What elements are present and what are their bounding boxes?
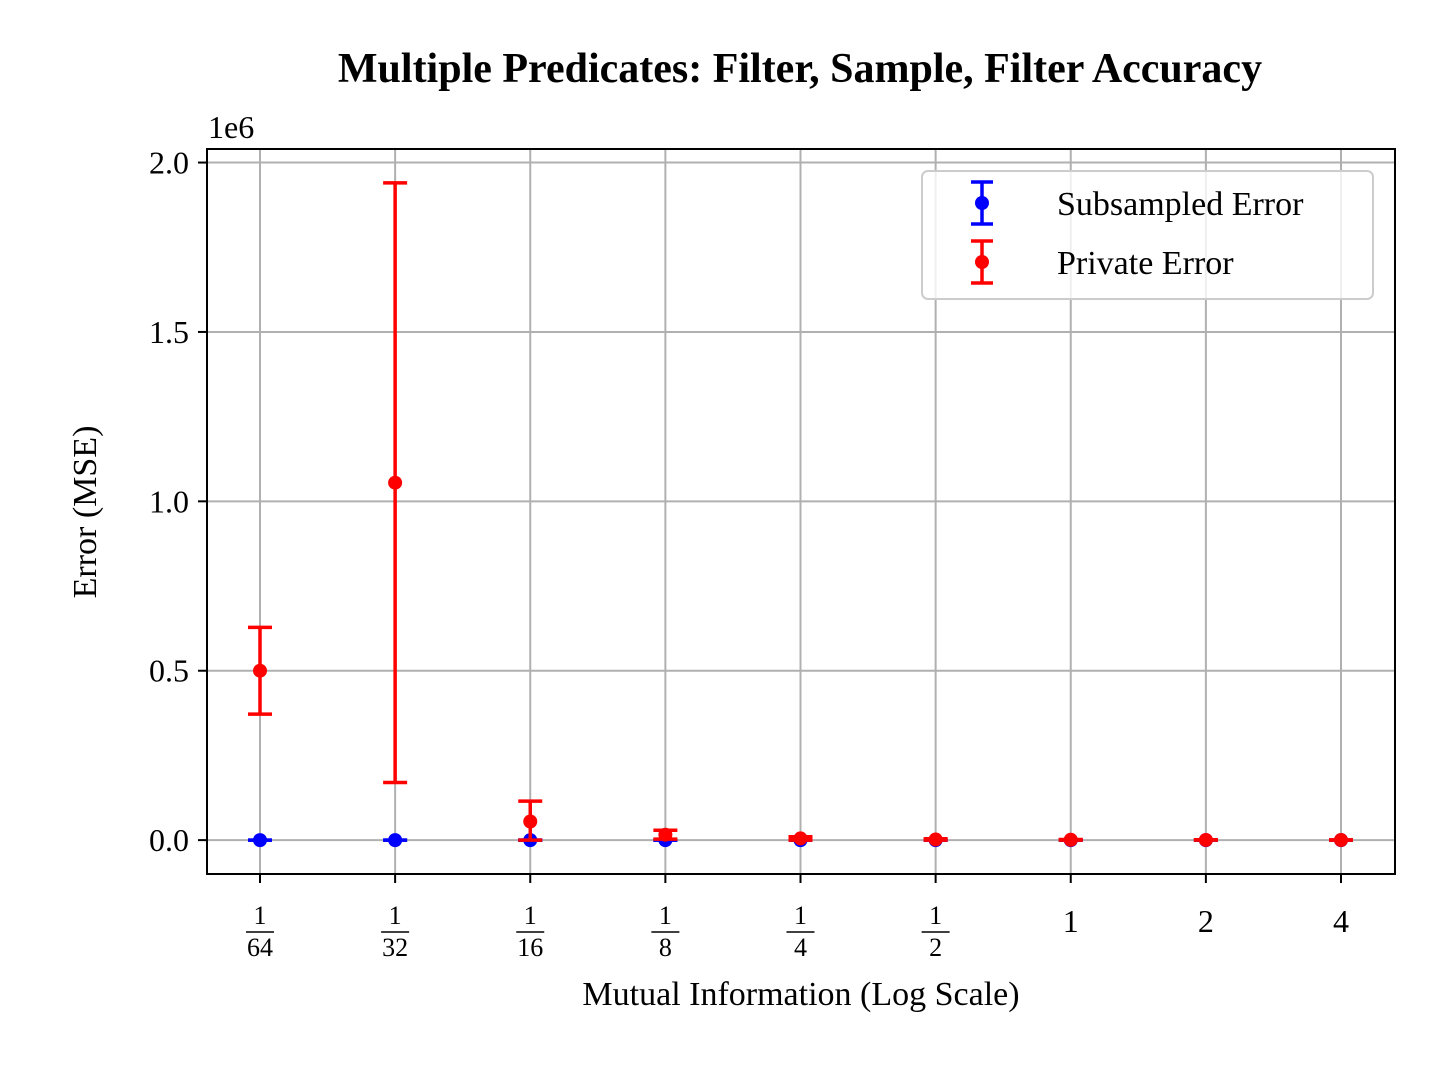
x-tick-label-denominator: 8 bbox=[659, 933, 672, 962]
x-tick-label: 2 bbox=[1198, 903, 1214, 939]
x-tick-label-denominator: 32 bbox=[382, 933, 408, 962]
x-tick-label-numerator: 1 bbox=[659, 901, 672, 930]
y-tick-label: 2.0 bbox=[149, 145, 189, 181]
x-tick-label-numerator: 1 bbox=[254, 901, 267, 930]
legend-marker bbox=[975, 255, 989, 269]
y-tick-label: 1.5 bbox=[149, 314, 189, 350]
legend-box bbox=[921, 170, 1374, 300]
legend-entry: Subsampled Error bbox=[971, 180, 1304, 226]
chart-title: Multiple Predicates: Filter, Sample, Fil… bbox=[338, 46, 1262, 92]
x-tick-label: 1 bbox=[1063, 903, 1079, 939]
legend-entry: Private Error bbox=[971, 239, 1234, 285]
legend-label: Private Error bbox=[1057, 245, 1234, 282]
x-tick-label-denominator: 2 bbox=[929, 933, 942, 962]
y-offset-label: 1e6 bbox=[208, 109, 254, 145]
legend: Subsampled Error Private Error bbox=[921, 170, 1374, 300]
legend-marker bbox=[975, 196, 989, 210]
data-point bbox=[388, 475, 403, 490]
x-axis-label: Mutual Information (Log Scale) bbox=[582, 976, 1019, 1013]
x-tick-label-numerator: 1 bbox=[524, 901, 537, 930]
data-point bbox=[253, 663, 267, 678]
legend-label: Subsampled Error bbox=[1057, 186, 1304, 223]
data-point bbox=[523, 814, 538, 829]
x-tick-label-denominator: 64 bbox=[247, 933, 273, 962]
axis-ticks: 1 64 1 32 1 16 1 8 1 4 1 2 1 2 4 0.0 0.5 1.0 1.5 2.0 bbox=[149, 145, 1349, 962]
plot-frame bbox=[206, 148, 1396, 875]
x-tick-label-denominator: 16 bbox=[517, 933, 543, 962]
data-point bbox=[793, 831, 808, 846]
series-private-error bbox=[248, 181, 1353, 848]
data-marks bbox=[248, 181, 1353, 848]
y-tick-label: 1.0 bbox=[149, 483, 189, 519]
y-axis-label: Error (MSE) bbox=[67, 426, 104, 599]
x-tick-label-numerator: 1 bbox=[929, 901, 942, 930]
y-tick-label: 0.0 bbox=[149, 822, 189, 858]
x-tick-label-denominator: 4 bbox=[794, 933, 807, 962]
data-point bbox=[253, 833, 267, 848]
data-point bbox=[928, 832, 943, 847]
x-tick-label-numerator: 1 bbox=[389, 901, 402, 930]
data-point bbox=[388, 833, 403, 848]
y-tick-label: 0.5 bbox=[149, 653, 189, 689]
data-point bbox=[1063, 832, 1078, 847]
data-point bbox=[1198, 832, 1213, 847]
x-tick-label-numerator: 1 bbox=[794, 901, 807, 930]
x-tick-label: 4 bbox=[1333, 903, 1349, 939]
data-point bbox=[658, 827, 673, 842]
data-point bbox=[1334, 833, 1348, 848]
